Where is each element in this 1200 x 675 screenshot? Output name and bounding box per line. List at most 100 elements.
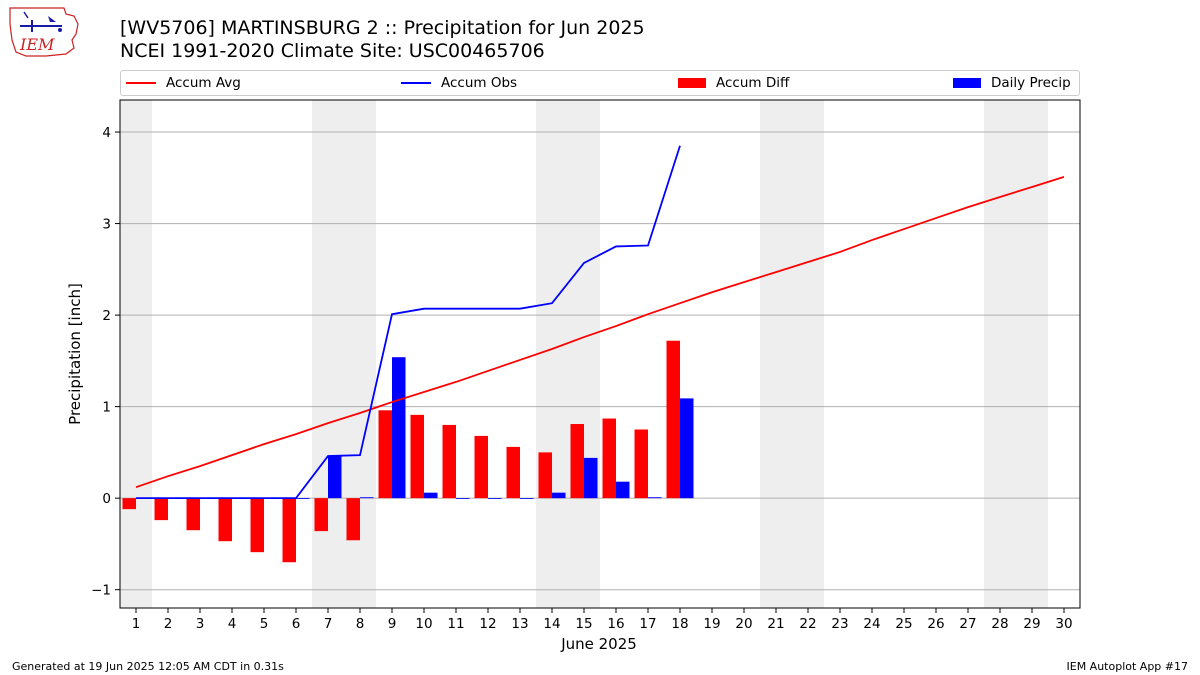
chart-title: [WV5706] MARTINSBURG 2 :: Precipitation … <box>120 17 645 39</box>
y-axis-label: Precipitation [inch] <box>66 283 84 425</box>
x-tick-label: 4 <box>228 616 237 632</box>
x-tick-label: 26 <box>927 616 944 632</box>
weekend-band <box>120 100 152 608</box>
legend-label-diff: Accum Diff <box>716 75 790 91</box>
bar-accum-diff <box>570 424 584 499</box>
bar-daily-precip <box>488 498 502 499</box>
x-tick-label: 13 <box>511 616 528 632</box>
x-tick-label: 27 <box>959 616 976 632</box>
y-tick-label: 1 <box>102 400 111 416</box>
x-tick-label: 6 <box>292 616 301 632</box>
bar-accum-diff <box>346 498 360 541</box>
bar-accum-diff <box>538 452 552 499</box>
x-axis-ticks: 1 2 3 4 5 6 7 8 9 10 11 12 13 14 15 16 17 18 19 20 21 22 23 24 2… <box>132 608 1073 632</box>
x-tick-label: 18 <box>671 616 688 632</box>
chart-subtitle: NCEI 1991-2020 Climate Site: USC00465706 <box>120 40 545 62</box>
y-axis-ticks: −1 0 1 2 3 4 <box>91 125 120 599</box>
bar-accum-diff <box>474 435 488 499</box>
x-tick-label: 9 <box>388 616 397 632</box>
x-tick-label: 20 <box>735 616 752 632</box>
legend-daily-precip: Daily Precip <box>953 71 1071 95</box>
x-tick-label: 23 <box>831 616 848 632</box>
bar-accum-diff <box>186 498 200 531</box>
bar-accum-diff <box>602 418 616 499</box>
weekend-bands <box>120 100 1048 608</box>
x-tick-label: 3 <box>196 616 205 632</box>
x-tick-label: 30 <box>1055 616 1072 632</box>
bar-daily-precip <box>520 498 534 499</box>
bar-daily-precip <box>360 497 374 499</box>
bar-accum-diff <box>218 498 232 542</box>
bar-daily-precip <box>584 457 598 499</box>
x-tick-label: 19 <box>703 616 720 632</box>
legend-swatch-avg <box>126 82 156 84</box>
y-tick-label: 2 <box>102 308 111 324</box>
logo-text: IEM <box>19 35 55 54</box>
legend-swatch-obs <box>401 82 431 84</box>
legend-accum-obs: Accum Obs <box>401 71 517 95</box>
y-tick-label: 0 <box>102 491 111 507</box>
legend-swatch-daily <box>953 78 981 88</box>
bar-accum-diff <box>506 446 520 499</box>
bar-accum-diff <box>250 498 264 553</box>
series-lines <box>135 145 1065 500</box>
bar-daily-precip <box>616 481 630 499</box>
bar-accum-diff <box>314 498 328 532</box>
x-tick-label: 25 <box>895 616 912 632</box>
y-tick-label: 4 <box>102 125 111 141</box>
bar-accum-diff <box>634 429 648 499</box>
legend-label-avg: Accum Avg <box>166 75 241 91</box>
x-tick-label: 7 <box>324 616 333 632</box>
bar-accum-diff <box>122 498 136 510</box>
x-tick-label: 14 <box>543 616 560 632</box>
x-tick-label: 16 <box>607 616 624 632</box>
bar-accum-diff <box>282 498 296 563</box>
bar-daily-precip <box>424 492 438 499</box>
line-accum-avg <box>135 176 1065 489</box>
bar-daily-precip <box>456 498 470 499</box>
legend-accum-avg: Accum Avg <box>126 71 241 95</box>
bar-accum-diff <box>378 410 392 499</box>
bar-accum-diff <box>442 424 456 499</box>
x-tick-label: 8 <box>356 616 365 632</box>
x-tick-label: 28 <box>991 616 1008 632</box>
bar-daily-precip <box>328 456 342 499</box>
weekend-band <box>568 100 600 608</box>
x-tick-label: 21 <box>767 616 784 632</box>
weekend-band <box>760 100 792 608</box>
x-tick-label: 2 <box>164 616 173 632</box>
bar-accum-diff <box>666 340 680 499</box>
bar-accum-diff <box>154 498 168 521</box>
x-tick-label: 11 <box>447 616 464 632</box>
bar-daily-precip <box>648 497 662 499</box>
legend-label-daily: Daily Precip <box>991 75 1071 91</box>
bar-daily-precip <box>392 357 406 499</box>
legend-swatch-diff <box>678 78 706 88</box>
x-tick-label: 17 <box>639 616 656 632</box>
generated-timestamp: Generated at 19 Jun 2025 12:05 AM CDT in… <box>12 660 284 673</box>
weekend-band <box>792 100 824 608</box>
app-credit: IEM Autoplot App #17 <box>1066 660 1189 673</box>
bar-daily-precip <box>296 498 310 499</box>
weekend-band <box>312 100 344 608</box>
y-tick-label: −1 <box>91 583 111 599</box>
weekend-band <box>536 100 568 608</box>
x-tick-label: 29 <box>1023 616 1040 632</box>
weekend-band <box>1016 100 1048 608</box>
legend-accum-diff: Accum Diff <box>678 71 789 95</box>
bar-daily-precip <box>680 398 694 499</box>
y-tick-label: 3 <box>102 217 111 233</box>
line-accum-obs <box>136 145 681 500</box>
chart-legend: Accum Avg Accum Obs Accum Diff Daily Pre… <box>120 70 1080 96</box>
x-tick-label: 12 <box>479 616 496 632</box>
legend-label-obs: Accum Obs <box>441 75 518 91</box>
x-tick-label: 22 <box>799 616 816 632</box>
x-tick-label: 10 <box>415 616 432 632</box>
bars <box>122 340 694 563</box>
x-tick-label: 24 <box>863 616 880 632</box>
bar-daily-precip <box>552 492 566 499</box>
x-axis-label: June 2025 <box>560 635 637 653</box>
x-tick-label: 15 <box>575 616 592 632</box>
plot-frame <box>119 99 1081 609</box>
